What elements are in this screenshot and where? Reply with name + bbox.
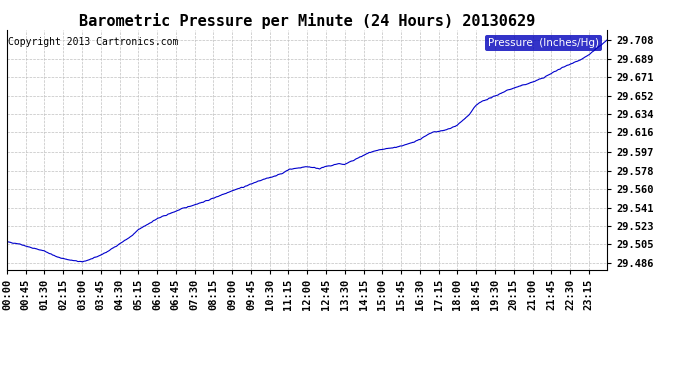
Legend: Pressure  (Inches/Hg): Pressure (Inches/Hg) (485, 35, 602, 51)
Text: Copyright 2013 Cartronics.com: Copyright 2013 Cartronics.com (8, 37, 179, 47)
Title: Barometric Pressure per Minute (24 Hours) 20130629: Barometric Pressure per Minute (24 Hours… (79, 13, 535, 29)
